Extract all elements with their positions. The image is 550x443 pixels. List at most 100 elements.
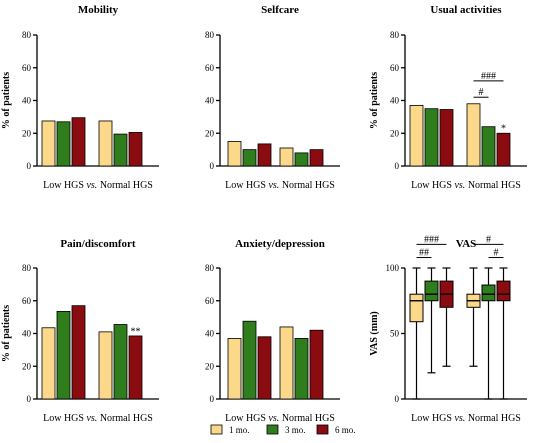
y-tick-label: 60 [205, 63, 215, 73]
bar-1mo-normal-hgs [98, 120, 113, 167]
legend-swatch [266, 424, 279, 435]
panel-6: VAS 0 50 100 VAS (mm) Low HGS vs. Normal HGS #… [369, 234, 527, 424]
chart-panels: Mobility 0 20 40 60 80 % of patients Low HGS vs… [1, 4, 527, 424]
panel-title: VAS [456, 238, 477, 250]
x-label-vs: vs. [454, 413, 465, 424]
significance-hash: # [479, 87, 484, 98]
y-tick-label: 20 [205, 361, 215, 371]
bar-6mo-low-hgs [257, 143, 272, 167]
box-3mo-low-hgs [424, 267, 439, 374]
bar-1mo-normal-hgs [98, 331, 113, 400]
legend-item-1mo: 1 mo. [210, 424, 250, 435]
y-tick-label: 80 [205, 30, 215, 40]
y-tick-label: 0 [27, 161, 32, 171]
bar-3mo-low-hgs [242, 320, 257, 400]
box-iqr [481, 284, 496, 302]
legend-item-3mo: 3 mo. [266, 424, 306, 435]
x-label-vs: vs. [454, 180, 465, 191]
bar-3mo-low-hgs [242, 149, 257, 167]
panel-title: Mobility [78, 4, 119, 16]
bar-6mo-low-hgs [71, 117, 86, 167]
panel-5: Anxiety/depression 0 20 40 60 80 Low HGS vs. N… [205, 238, 340, 424]
bar-6mo-normal-hgs [128, 132, 143, 167]
y-axis-label: % of patients [1, 72, 12, 129]
panel-1: Mobility 0 20 40 60 80 % of patients Low HGS vs… [1, 4, 159, 191]
box-iqr [409, 293, 424, 323]
significance-star: * [501, 124, 506, 135]
y-tick-label: 60 [390, 63, 400, 73]
bar-6mo-normal-hgs [309, 329, 324, 400]
legend-swatch [210, 424, 223, 435]
y-tick-label: 60 [205, 296, 215, 306]
bar-6mo-normal-hgs [128, 335, 143, 400]
bar-6mo-low-hgs [71, 305, 86, 400]
y-tick-label: 40 [22, 329, 32, 339]
y-tick-label: 80 [22, 263, 32, 273]
x-label-left: Low HGS [411, 413, 454, 424]
bar-1mo-normal-hgs [466, 103, 481, 167]
bar-3mo-normal-hgs [481, 126, 496, 167]
y-axis-label: VAS (mm) [369, 311, 380, 356]
x-axis-label: Low HGS vs. Normal HGS [225, 180, 335, 191]
x-label-left: Low HGS [43, 413, 86, 424]
y-tick-label: 50 [390, 329, 400, 339]
y-tick-label: 0 [395, 394, 400, 404]
bar-3mo-normal-hgs [113, 324, 128, 400]
x-axis-label: Low HGS vs. Normal HGS [43, 180, 153, 191]
bar-3mo-low-hgs [424, 108, 439, 167]
y-tick-label: 0 [395, 161, 400, 171]
y-tick-label: 20 [205, 128, 215, 138]
box-6mo-low-hgs [439, 267, 454, 367]
x-label-right: Normal HGS [279, 413, 335, 424]
legend-swatch [316, 424, 329, 435]
bar-3mo-normal-hgs [294, 338, 309, 400]
bar-1mo-low-hgs [41, 120, 56, 167]
y-tick-label: 80 [22, 30, 32, 40]
bar-6mo-normal-hgs [496, 132, 511, 167]
y-tick-label: 20 [22, 128, 32, 138]
panel-3: Usual activities 0 20 40 60 80 % of patients Lo… [369, 4, 527, 191]
y-tick-label: 80 [390, 30, 400, 40]
y-tick-label: 40 [390, 96, 400, 106]
x-axis-label: Low HGS vs. Normal HGS [225, 413, 335, 424]
significance-hash: # [494, 248, 499, 259]
significance-hash: ### [481, 71, 496, 82]
y-tick-label: 0 [210, 394, 215, 404]
y-tick-label: 40 [205, 329, 215, 339]
x-label-vs: vs. [86, 180, 97, 191]
box-1mo-low-hgs [409, 267, 424, 400]
bar-3mo-low-hgs [56, 121, 71, 167]
x-label-right: Normal HGS [465, 413, 521, 424]
x-axis-label: Low HGS vs. Normal HGS [43, 413, 153, 424]
panel-title: Usual activities [430, 4, 502, 16]
x-label-left: Low HGS [411, 180, 454, 191]
bar-1mo-low-hgs [227, 338, 242, 400]
y-tick-label: 0 [27, 394, 32, 404]
significance-hash: ### [424, 234, 439, 245]
y-tick-label: 100 [386, 263, 400, 273]
x-label-vs: vs. [268, 180, 279, 191]
significance-star: ** [131, 326, 141, 337]
panel-title: Selfcare [261, 4, 299, 16]
y-axis-label: % of patients [1, 305, 12, 362]
x-label-vs: vs. [268, 413, 279, 424]
legend-label: 3 mo. [285, 425, 306, 435]
significance-hash: ## [419, 248, 429, 259]
bar-6mo-normal-hgs [309, 149, 324, 167]
x-axis-label: Low HGS vs. Normal HGS [411, 413, 521, 424]
panel-title: Anxiety/depression [235, 238, 325, 250]
bar-3mo-low-hgs [56, 310, 71, 400]
bar-1mo-normal-hgs [279, 147, 294, 167]
box-iqr [496, 280, 511, 302]
y-tick-label: 20 [22, 361, 32, 371]
y-axis-label: % of patients [369, 72, 380, 129]
x-label-left: Low HGS [43, 180, 86, 191]
panel-title: Pain/discomfort [60, 238, 135, 250]
bar-6mo-low-hgs [439, 109, 454, 167]
box-6mo-normal-hgs [496, 267, 511, 400]
box-3mo-normal-hgs [481, 267, 496, 400]
legend: 1 mo. 3 mo. 6 mo. [210, 424, 356, 435]
bar-1mo-low-hgs [227, 141, 242, 167]
bar-6mo-low-hgs [257, 336, 272, 400]
